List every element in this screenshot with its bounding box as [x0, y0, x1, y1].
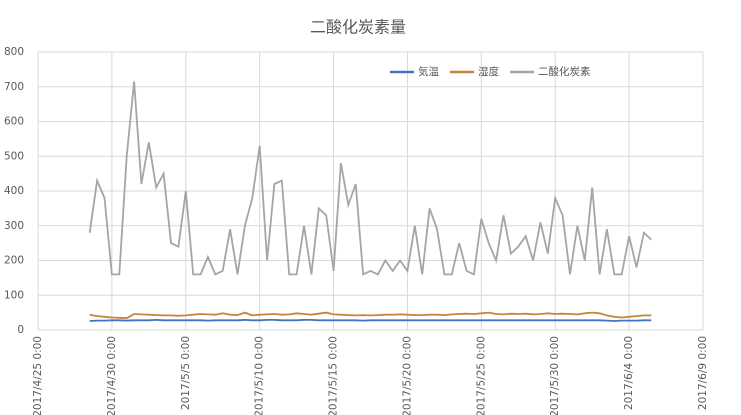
chart-title: 二酸化炭素量: [310, 18, 406, 37]
x-tick-label: 2017/5/30 0:00: [549, 336, 561, 415]
series-line: [89, 318, 652, 322]
x-tick-label: 2017/4/30 0:00: [106, 336, 118, 415]
y-tick-label: 200: [4, 255, 24, 267]
y-tick-label: 700: [4, 81, 24, 93]
x-tick-label: 2017/4/25 0:00: [32, 336, 44, 415]
y-tick-label: 300: [4, 220, 24, 232]
x-tick-label: 2017/6/9 0:00: [697, 336, 709, 410]
legend-label: 二酸化炭素: [538, 65, 591, 78]
y-tick-label: 400: [4, 185, 24, 197]
series-line: [89, 311, 652, 320]
x-tick-label: 2017/6/4 0:00: [623, 336, 635, 410]
y-tick-label: 800: [4, 46, 24, 58]
y-tick-label: 500: [4, 150, 24, 162]
y-tick-label: 100: [4, 289, 24, 301]
series-line: [88, 81, 652, 276]
x-tick-label: 2017/5/20 0:00: [401, 336, 413, 415]
x-tick-label: 2017/5/15 0:00: [328, 336, 340, 415]
legend-label: 湿度: [478, 65, 499, 78]
y-tick-label: 0: [17, 324, 24, 336]
x-tick-label: 2017/5/25 0:00: [475, 336, 487, 415]
legend-label: 気温: [418, 65, 439, 78]
x-tick-label: 2017/5/5 0:00: [180, 336, 192, 410]
x-tick-label: 2017/5/10 0:00: [254, 336, 266, 415]
y-tick-label: 600: [4, 116, 24, 128]
